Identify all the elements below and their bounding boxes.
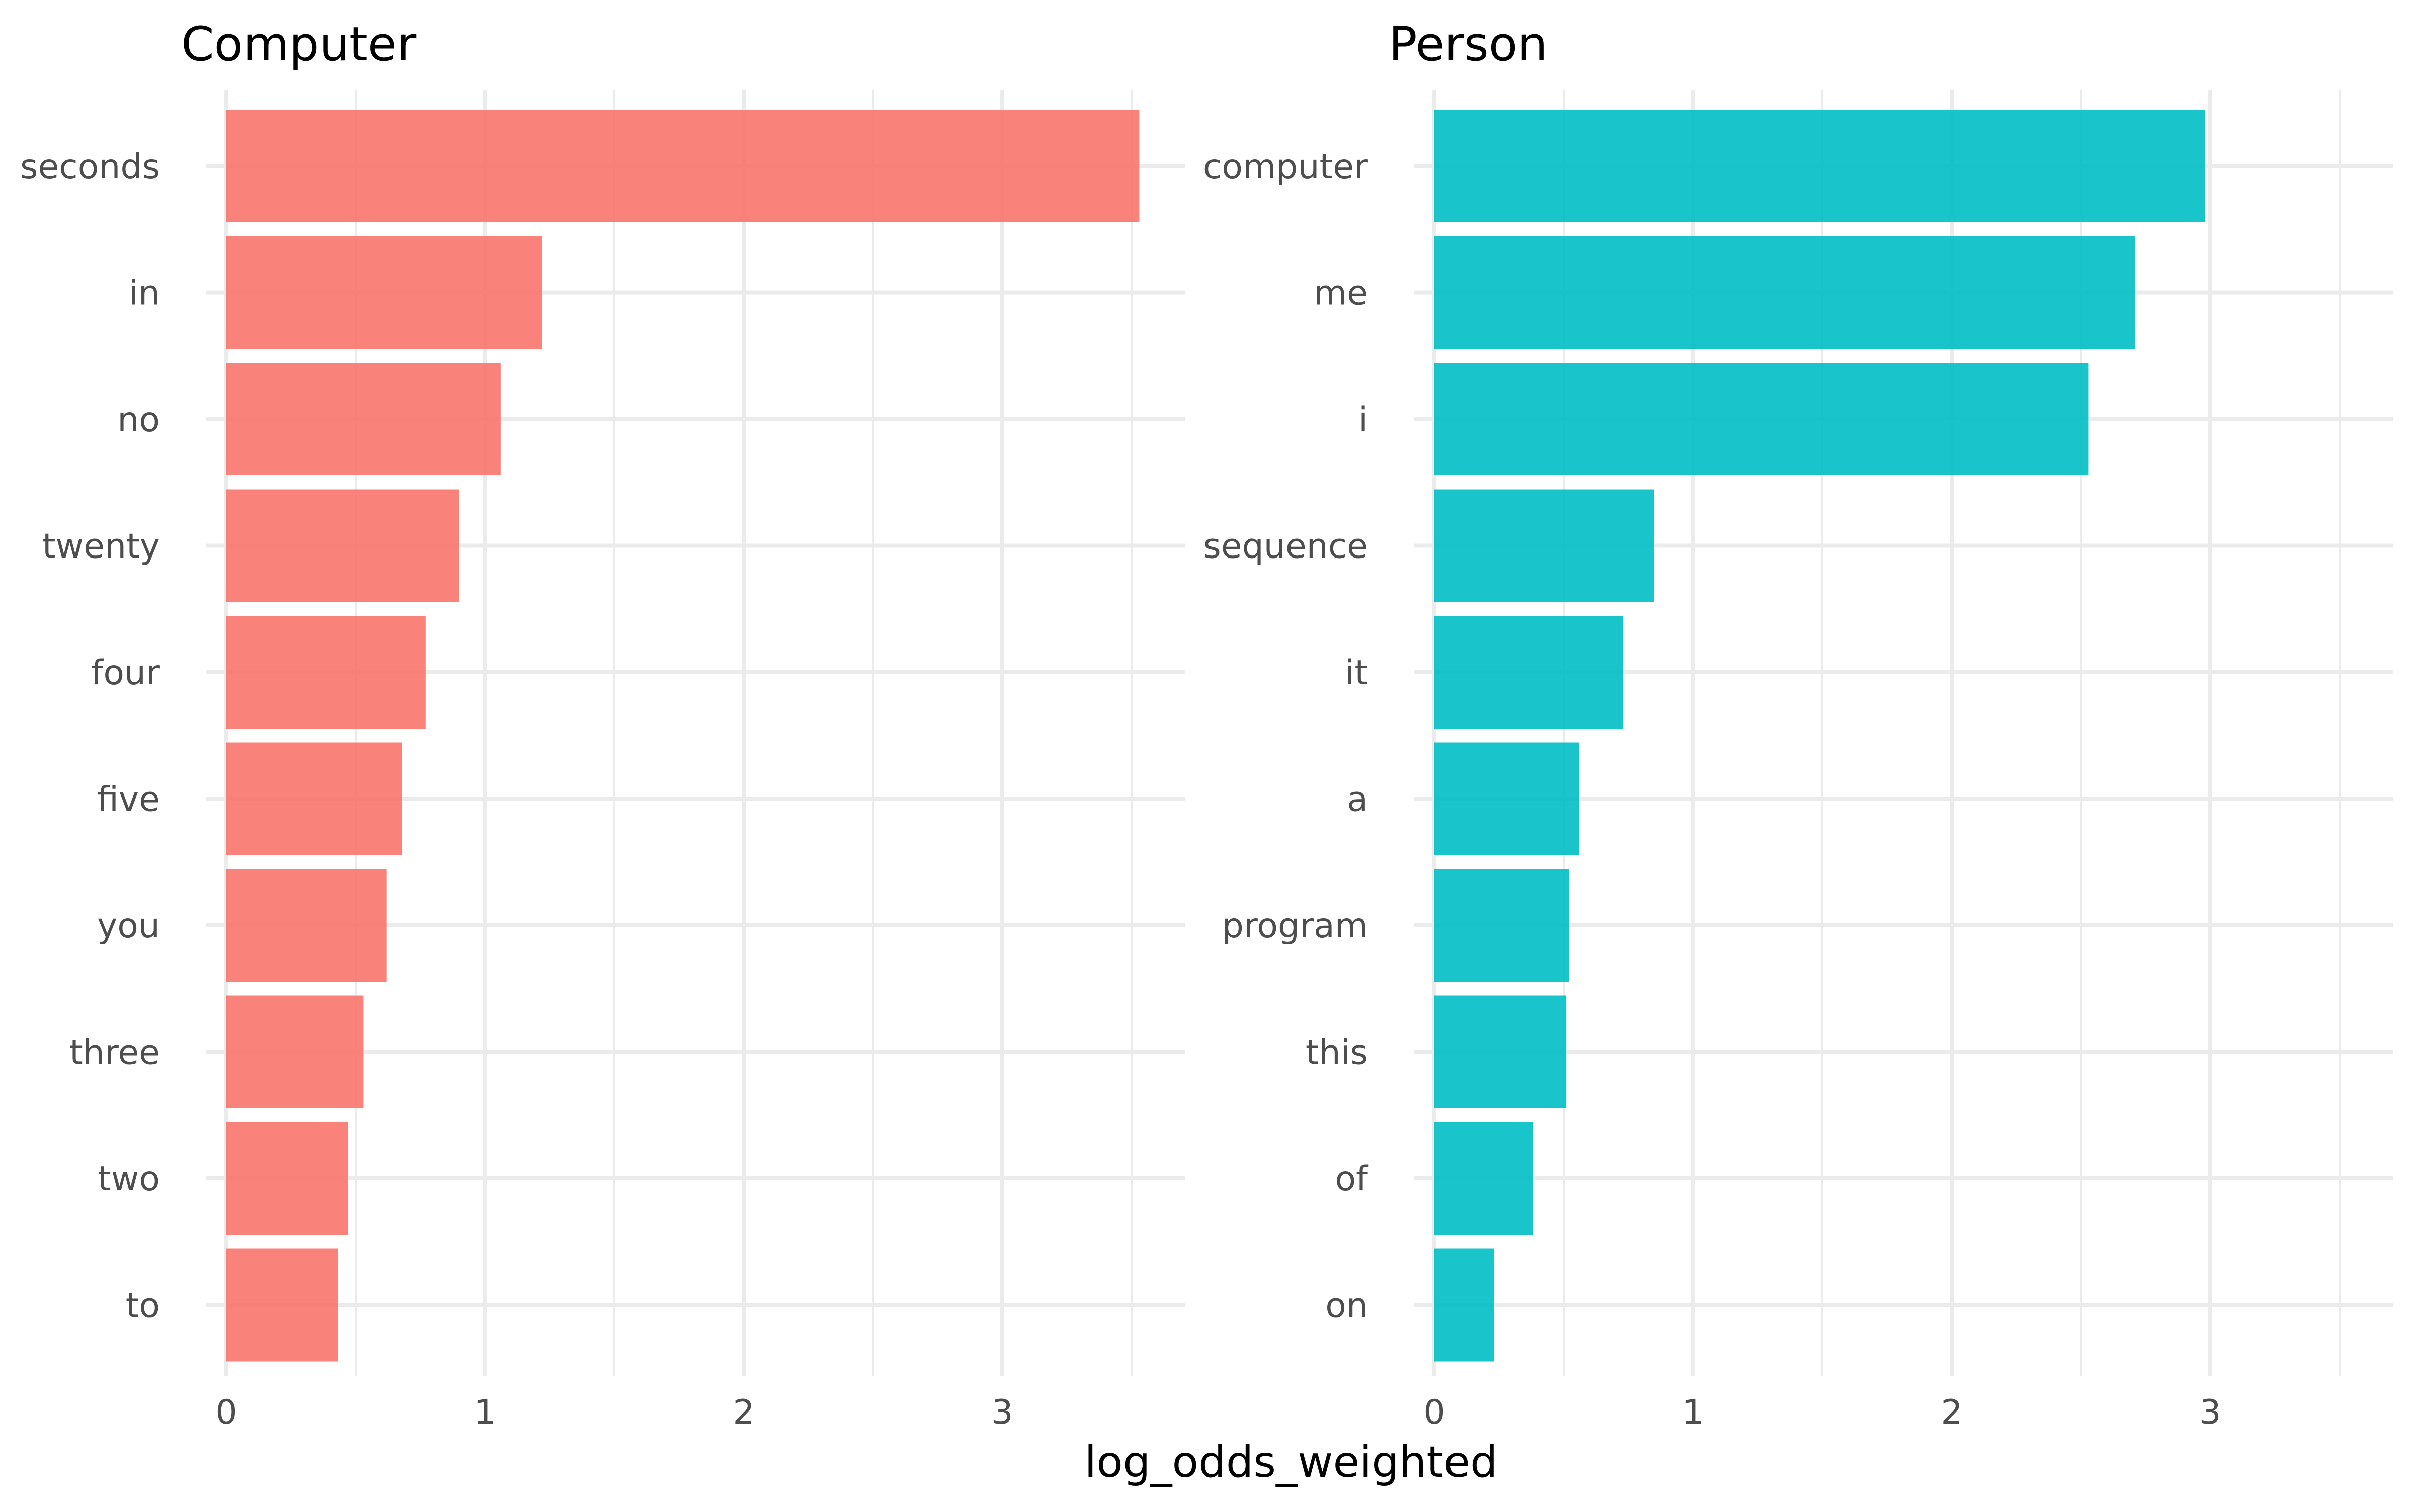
bar-no	[226, 363, 501, 475]
category-label: in	[129, 274, 160, 313]
category-label: program	[1222, 906, 1368, 946]
category-label: on	[1325, 1286, 1368, 1326]
panel-title: Computer	[181, 17, 417, 72]
category-label: a	[1347, 780, 1368, 820]
x-tick-label: 2	[733, 1393, 754, 1433]
x-tick-label: 1	[474, 1393, 496, 1433]
category-label: you	[97, 906, 160, 946]
bar-five	[226, 742, 403, 855]
category-label: sequence	[1203, 527, 1368, 567]
category-label: three	[69, 1033, 160, 1073]
x-tick-label: 3	[991, 1393, 1013, 1433]
category-label: computer	[1203, 147, 1368, 187]
bar-i	[1434, 363, 2089, 475]
bar-this	[1434, 995, 1567, 1108]
bar-on	[1434, 1248, 1494, 1362]
bar-in	[226, 236, 542, 349]
bar-of	[1434, 1122, 1533, 1235]
category-label: no	[117, 400, 160, 440]
bar-computer	[1434, 110, 2205, 222]
bar-me	[1434, 236, 2135, 349]
category-label: twenty	[42, 527, 160, 567]
x-axis-title: log_odds_weighted	[1084, 1437, 1497, 1487]
category-label: two	[98, 1159, 160, 1199]
x-tick-label: 3	[2199, 1393, 2221, 1433]
x-tick-label: 0	[215, 1393, 237, 1433]
x-tick-label: 0	[1423, 1393, 1445, 1433]
category-label: of	[1335, 1159, 1369, 1199]
bar-you	[226, 869, 387, 982]
bar-it	[1434, 616, 1624, 729]
x-tick-label: 2	[1941, 1393, 1962, 1433]
category-label: to	[126, 1286, 160, 1326]
category-label: i	[1358, 400, 1368, 440]
x-tick-label: 1	[1682, 1393, 1704, 1433]
bar-seconds	[226, 110, 1140, 222]
bar-program	[1434, 869, 1569, 982]
bar-three	[226, 995, 364, 1108]
category-label: five	[97, 780, 160, 820]
bar-a	[1434, 742, 1579, 855]
category-label: this	[1306, 1033, 1368, 1073]
bar-four	[226, 616, 426, 729]
bar-two	[226, 1122, 348, 1235]
bar-to	[226, 1248, 338, 1362]
panel-person: computer me i sequence it a program this of on 0 1 2…	[1203, 17, 2393, 1433]
category-label: four	[91, 653, 160, 693]
panel-computer: seconds in no twenty four five you three two to 0 1…	[20, 17, 1185, 1433]
category-label: it	[1345, 653, 1368, 693]
category-label: me	[1314, 274, 1368, 313]
bar-twenty	[226, 489, 459, 602]
bar-sequence	[1434, 489, 1654, 602]
category-label: seconds	[20, 147, 160, 187]
panel-title: Person	[1389, 17, 1548, 72]
